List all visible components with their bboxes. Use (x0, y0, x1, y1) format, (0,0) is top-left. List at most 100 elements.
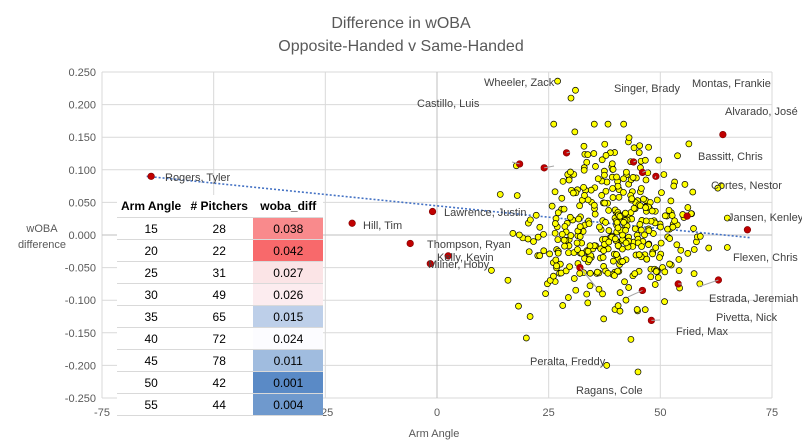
point-label: Fried, Max (676, 326, 728, 338)
scatter-point (574, 246, 581, 253)
scatter-point (526, 313, 534, 320)
point-label: Milner, Hoby (428, 259, 490, 271)
cell-arm-angle: 20 (117, 239, 186, 262)
scatter-point (654, 274, 662, 281)
scatter-point (696, 232, 704, 240)
scatter-point (642, 176, 650, 184)
label-leader-line (642, 169, 649, 173)
scatter-point (515, 302, 522, 310)
highlighted-point (719, 130, 727, 139)
scatter-point (515, 231, 523, 239)
scatter-point (525, 248, 533, 256)
scatter-point (585, 220, 593, 228)
point-label: Castillo, Luis (417, 98, 480, 110)
scatter-point (488, 266, 495, 274)
scatter-point (628, 195, 636, 203)
scatter-point (554, 236, 562, 243)
point-label: Cortes, Nestor (711, 180, 782, 192)
scatter-point (572, 86, 579, 94)
scatter-point (504, 276, 512, 284)
scatter-point (622, 209, 629, 217)
table-row: 25 31 0.027 (117, 261, 324, 284)
cell-woba-diff: 0.024 (253, 327, 324, 350)
scatter-point (566, 263, 573, 271)
scatter-point (580, 183, 587, 191)
scatter-point (619, 258, 626, 265)
scatter-point (625, 134, 633, 142)
table-row: 40 72 0.024 (117, 327, 324, 350)
scatter-point (620, 175, 627, 183)
scatter-point (553, 262, 560, 270)
scatter-point (580, 166, 588, 174)
scatter-point (536, 252, 544, 259)
scatter-point (610, 257, 617, 265)
cell-pitchers: 72 (185, 327, 254, 350)
scatter-point (605, 238, 613, 246)
scatter-point (578, 249, 586, 257)
scatter-point (584, 151, 592, 158)
scatter-point (637, 226, 645, 234)
scatter-point (559, 177, 567, 185)
point-label: Lawrence, Justin (444, 207, 527, 219)
scatter-point (629, 173, 637, 181)
scatter-point (684, 204, 692, 211)
scatter-point (723, 244, 731, 251)
scatter-point (601, 199, 608, 207)
scatter-point (614, 267, 622, 275)
table-row: 50 42 0.001 (117, 371, 324, 394)
scatter-point (509, 229, 517, 237)
y-tick-label: 0.250 (68, 67, 96, 79)
scatter-point (630, 144, 638, 152)
scatter-point (576, 202, 583, 210)
scatter-point (614, 242, 622, 250)
scatter-point (601, 140, 609, 148)
table-row: 35 65 0.015 (117, 305, 324, 328)
scatter-point (613, 173, 620, 181)
scatter-point (569, 189, 577, 197)
scatter-point (621, 278, 628, 286)
scatter-point (540, 247, 548, 255)
scatter-point (570, 275, 578, 282)
point-label: Bassitt, Chris (698, 151, 763, 163)
scatter-point (622, 239, 630, 247)
scatter-point (690, 270, 698, 277)
cell-arm-angle: 25 (117, 261, 186, 284)
cell-pitchers: 65 (185, 305, 254, 328)
point-label: Pivetta, Nick (716, 312, 778, 324)
point-label: Estrada, Jeremiah (709, 293, 798, 305)
scatter-point (496, 191, 504, 198)
y-axis-label-line1: wOBA (25, 223, 58, 235)
y-tick-label: -0.100 (65, 295, 96, 307)
table-row: 15 28 0.038 (117, 217, 324, 240)
scatter-point (674, 152, 681, 160)
scatter-point (605, 227, 613, 234)
y-tick-label: -0.050 (65, 263, 96, 275)
cell-woba-diff: 0.038 (253, 217, 324, 240)
scatter-point (608, 160, 616, 168)
scatter-point (595, 285, 603, 293)
x-axis-label: Arm Angle (409, 428, 460, 440)
scatter-point (657, 239, 665, 247)
scatter-point (573, 239, 581, 247)
scatter-point (620, 218, 628, 226)
scatter-point (643, 255, 651, 263)
scatter-point (690, 225, 697, 232)
highlighted-point (348, 219, 356, 227)
scatter-point (675, 267, 683, 274)
scatter-point (670, 182, 678, 190)
cell-arm-angle: 55 (117, 393, 186, 416)
point-label: Peralta, Freddy (530, 356, 606, 368)
highlighted-point (406, 239, 414, 248)
scatter-point (560, 236, 568, 244)
scatter-point (586, 282, 594, 290)
cell-arm-angle: 50 (117, 371, 186, 394)
table-row: 20 22 0.042 (117, 239, 324, 262)
scatter-point (634, 368, 642, 376)
y-axis-label-line2: difference (18, 239, 66, 251)
highlighted-points (147, 130, 752, 325)
scatter-point (714, 184, 722, 192)
scatter-point (601, 171, 608, 179)
scatter-point (611, 272, 618, 279)
scatter-point (603, 362, 611, 369)
label-leader-line (579, 267, 597, 288)
